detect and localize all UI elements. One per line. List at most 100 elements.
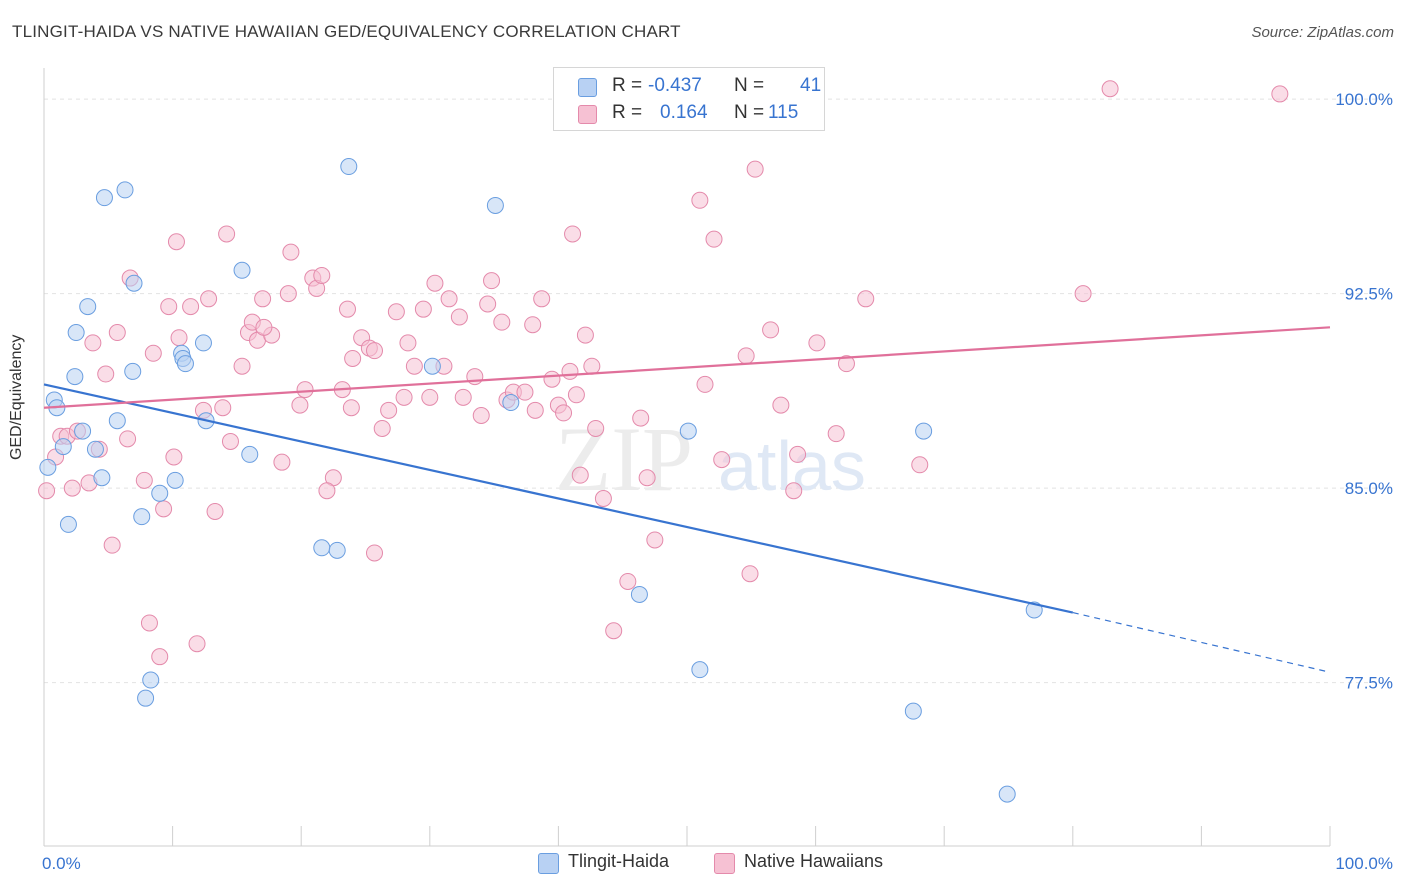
- legend-r-value: -0.437: [648, 75, 702, 96]
- trend-lines: [43, 326, 1331, 673]
- hawaiian-point: [543, 370, 561, 388]
- hawaiian-point: [737, 347, 755, 365]
- hawaiian-point: [84, 334, 102, 352]
- tlingit-point: [241, 445, 259, 463]
- source-label: Source: ZipAtlas.com: [1251, 24, 1394, 41]
- hawaiian-point: [533, 290, 551, 308]
- x-tick-label: 0.0%: [42, 854, 81, 873]
- hawaiian-point: [405, 357, 423, 375]
- tlingit-point: [125, 274, 143, 292]
- hawaiian-point: [691, 191, 709, 209]
- tlingit-point: [67, 324, 85, 342]
- series-native-hawaiians: [38, 80, 1289, 666]
- hawaiian-point: [837, 355, 855, 373]
- tlingit-point: [313, 539, 331, 557]
- tlingit-point: [116, 181, 134, 199]
- legend-n-label: N =: [734, 75, 765, 96]
- hawaiian-point: [808, 334, 826, 352]
- hawaiian-point: [342, 399, 360, 417]
- hawaiian-point: [254, 290, 272, 308]
- tlingit-point: [340, 158, 358, 176]
- hawaiian-point: [206, 502, 224, 520]
- axes: [43, 68, 1331, 847]
- legend-n-value: 41: [800, 75, 822, 96]
- legend-r-value: 0.164: [660, 102, 708, 123]
- hawaiian-point: [399, 334, 417, 352]
- hawaiian-point: [155, 500, 173, 518]
- hawaiian-point: [395, 388, 413, 406]
- tlingit-point: [142, 671, 160, 689]
- hawaiian-point: [103, 536, 121, 554]
- tlingit-point: [74, 422, 92, 440]
- hawaiian-point: [380, 401, 398, 419]
- hawaiian-point: [632, 409, 650, 427]
- hawaiian-point: [827, 425, 845, 443]
- hawaiian-point: [170, 329, 188, 347]
- hawaiian-point: [789, 445, 807, 463]
- legend-swatch-blue: [578, 78, 597, 97]
- hawaiian-point: [387, 303, 405, 321]
- tlingit-point: [59, 515, 77, 533]
- tlingit-point: [95, 189, 113, 207]
- hawaiian-point: [440, 290, 458, 308]
- hawaiian-point: [344, 349, 362, 367]
- hawaiian-point: [97, 365, 115, 383]
- hawaiian-point: [273, 453, 291, 471]
- hawaiian-point: [221, 432, 239, 450]
- hawaiian-point: [594, 489, 612, 507]
- hawaiian-point: [454, 388, 472, 406]
- tlingit-point: [166, 471, 184, 489]
- hawaiian-point: [785, 482, 803, 500]
- hawaiian-point: [414, 300, 432, 318]
- tlingit-point: [630, 585, 648, 603]
- bottom-legend-label: Tlingit-Haida: [568, 851, 670, 871]
- bottom-legend-swatch-blue: [538, 853, 559, 874]
- tlingit-point: [691, 661, 709, 679]
- x-tick-label: 100.0%: [1335, 854, 1393, 873]
- hawaiian-point: [857, 290, 875, 308]
- tlingit-point: [176, 355, 194, 373]
- hawaiian-point: [135, 471, 153, 489]
- hawaiian-point: [108, 324, 126, 342]
- tlingit-point: [915, 422, 933, 440]
- hawaiian-point: [291, 396, 309, 414]
- hawaiian-point: [472, 407, 490, 425]
- hawaiian-point: [1271, 85, 1289, 103]
- hawaiian-point: [63, 479, 81, 497]
- hawaiian-point: [483, 272, 501, 290]
- hawaiian-point: [772, 396, 790, 414]
- tlingit-point: [486, 196, 504, 214]
- tlingit-point: [66, 368, 84, 386]
- tlingit-point: [137, 689, 155, 707]
- hawaiian-point: [567, 386, 585, 404]
- hawaiian-point: [200, 290, 218, 308]
- hawaiian-point: [366, 342, 384, 360]
- hawaiian-point: [741, 565, 759, 583]
- hawaiian-point: [140, 614, 158, 632]
- hawaiian-point: [255, 318, 273, 336]
- hawaiian-point: [564, 225, 582, 243]
- y-tick-label: 85.0%: [1345, 479, 1393, 498]
- tlingit-point: [998, 785, 1016, 803]
- hawaiian-point: [576, 326, 594, 344]
- tlingit-point: [133, 508, 151, 526]
- legend-n-value: 115: [768, 102, 799, 123]
- y-tick-label: 92.5%: [1345, 285, 1393, 304]
- hawaiian-point: [313, 266, 331, 284]
- hawaiian-point: [338, 300, 356, 318]
- hawaiian-point: [619, 572, 637, 590]
- hawaiian-point: [421, 388, 439, 406]
- hawaiian-point: [1101, 80, 1119, 98]
- hawaiian-point: [151, 648, 169, 666]
- hawaiian-point: [282, 243, 300, 261]
- hawaiian-point: [493, 313, 511, 331]
- hawaiian-point: [318, 482, 336, 500]
- hawaiian-point: [583, 357, 601, 375]
- tlingit-point: [904, 702, 922, 720]
- watermark-zip: ZIP: [555, 408, 693, 510]
- tlingit-trend-line: [43, 383, 1074, 614]
- tick-labels: 77.5% 85.0% 92.5% 100.0% 0.0% 100.0%: [42, 90, 1393, 873]
- hawaiian-point: [911, 456, 929, 474]
- y-tick-label: 100.0%: [1335, 90, 1393, 109]
- hawaiian-point: [705, 230, 723, 248]
